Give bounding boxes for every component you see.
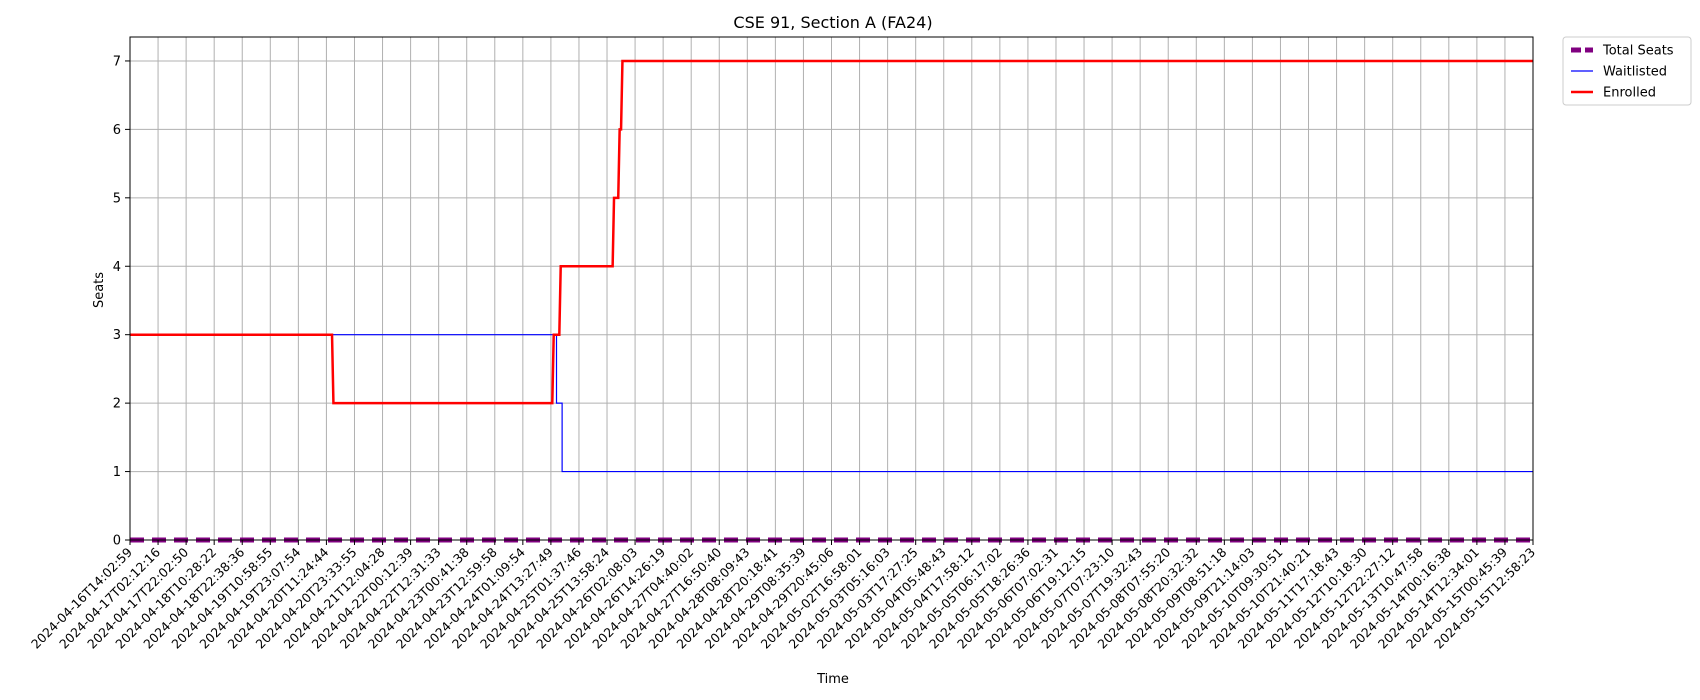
y-tick-label: 3 [113,328,121,343]
chart-title: CSE 91, Section A (FA24) [733,13,932,32]
y-axis-label: Seats [92,272,107,308]
y-tick-label: 7 [113,54,121,69]
series-line-enrolled [130,59,1533,405]
y-tick-label: 1 [113,465,121,480]
y-tick-label: 2 [113,397,121,412]
series-line-waitlisted [130,334,1533,473]
y-tick-label: 6 [113,123,121,138]
legend: Total Seats Waitlisted Enrolled [1562,36,1692,106]
x-axis: 2024-04-16T14:02:592024-04-17T02:12:1620… [28,540,1538,652]
y-tick-label: 5 [113,191,121,206]
y-tick-label: 4 [113,260,121,275]
legend-label: Waitlisted [1603,65,1667,80]
legend-label: Total Seats [1602,44,1674,59]
grid [129,37,1534,541]
legend-box [1562,36,1692,106]
x-axis-label: Time [816,672,849,687]
y-axis: 0 1 2 3 4 5 6 7 [113,54,130,549]
legend-label: Enrolled [1603,86,1656,101]
y-tick-label: 0 [113,534,121,549]
